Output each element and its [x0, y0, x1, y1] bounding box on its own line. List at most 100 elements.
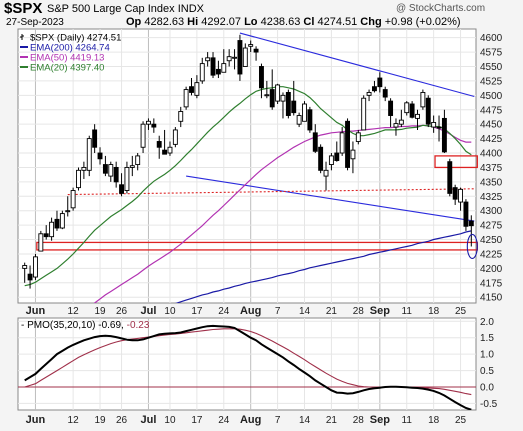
candle-body: [409, 103, 415, 118]
candle-body: [377, 77, 383, 88]
candle-body: [172, 129, 178, 145]
close-label: Cl: [303, 16, 315, 28]
date-label: 27-Sep-2023: [6, 17, 64, 28]
price-x-tick-label: 12: [68, 306, 80, 317]
legend-label: EMA(200) 4264.74: [30, 43, 110, 54]
pmo-x-tick-label: 26: [116, 415, 128, 426]
candle-body: [151, 123, 157, 128]
pmo-y-tick-label: 2.0: [480, 317, 494, 328]
candle-body: [22, 265, 28, 269]
candle-body: [97, 152, 103, 160]
price-y-tick-label: 4450: [480, 120, 503, 131]
candle-body: [146, 120, 151, 125]
candle-body: [436, 126, 442, 129]
index-name: S&P 500 Large Cap Index INDX: [47, 3, 204, 15]
candle-body: [345, 120, 350, 168]
price-y-tick-label: 4275: [480, 221, 503, 232]
pmo-x-tick-label: 7: [275, 415, 281, 426]
candle-body: [302, 103, 307, 122]
candle-body: [65, 210, 71, 213]
ohlc-readout: Op 4282.63 Hi 4292.07 Lo 4238.63 Cl 4274…: [126, 16, 461, 28]
candle-body: [323, 169, 329, 177]
candle-body: [452, 187, 458, 200]
candle-body: [178, 111, 184, 122]
ema200-line: [175, 230, 472, 303]
pmo-panel: [17, 317, 477, 411]
candle-body: [248, 44, 254, 47]
high-value: 4292.07: [201, 16, 241, 28]
price-y-tick-label: 4375: [480, 163, 503, 174]
pmo-x-tick-label: 25: [455, 415, 467, 426]
candle-body: [415, 113, 420, 119]
candle-body: [355, 132, 361, 142]
candle-body: [119, 184, 124, 194]
candle-body: [113, 166, 119, 183]
candle-body: [102, 164, 108, 174]
ema20-line: [24, 86, 472, 287]
candle-body: [372, 86, 377, 92]
candle-body: [232, 56, 237, 59]
exchange-label: INDX: [177, 3, 204, 15]
price-x-tick-label: Aug: [240, 305, 261, 317]
pmo-y-tick-label: -0.5: [480, 399, 498, 410]
pmo-x-tick-label: 19: [94, 415, 106, 426]
candle-body: [162, 149, 168, 155]
watermark: @ StockCharts.com: [396, 3, 486, 14]
change-value: +0.98 (+0.02%): [384, 16, 461, 28]
candle-body: [463, 201, 469, 227]
price-x-tick-label: 26: [116, 306, 128, 317]
price-y-tick-label: 4200: [480, 264, 503, 275]
price-x-tick-label: 11: [402, 306, 413, 317]
candle-body: [237, 40, 243, 75]
candle-body: [339, 132, 345, 154]
candle-body: [458, 188, 463, 203]
candle-body: [43, 233, 49, 238]
low-label: Lo: [244, 16, 258, 28]
pmo-y-tick-label: 1.0: [480, 350, 494, 361]
price-y-tick-label: 4525: [480, 76, 503, 87]
candle-body: [264, 94, 270, 97]
candle-body: [38, 233, 44, 252]
pmo-x-tick-label: 21: [326, 415, 338, 426]
candle-body: [388, 100, 394, 116]
price-y-tick-label: 4300: [480, 206, 503, 217]
price-x-tick-label: 7: [275, 306, 281, 317]
support-box: [434, 155, 478, 169]
pmo-y-tick-label: 1.5: [480, 333, 494, 344]
highlight-ellipse: [466, 233, 478, 260]
pmo-x-tick-label: 17: [191, 415, 203, 426]
candle-body: [194, 82, 200, 96]
candle-body: [431, 121, 437, 128]
candle-body: [215, 68, 221, 75]
low-value: 4238.63: [260, 16, 301, 28]
pmo-x-tick-label: Sep: [370, 414, 390, 426]
pmo-x-tick-label: 12: [68, 415, 80, 426]
candle-body: [108, 164, 114, 177]
pmo-x-tick-label: 18: [428, 415, 440, 426]
price-x-tick-label: Jul: [140, 305, 156, 317]
candle-body: [92, 129, 98, 148]
open-label: Op: [126, 16, 142, 28]
candle-body: [210, 57, 216, 76]
price-y-tick-label: 4400: [480, 149, 503, 160]
candle-body: [205, 57, 211, 62]
pmo-x-tick-label: Jun: [26, 414, 46, 426]
price-y-tick-label: 4250: [480, 235, 503, 246]
legend-label: EMA(50) 4419.13: [30, 53, 104, 64]
pmo-x-tick-label: 28: [353, 415, 365, 426]
index-full-name: S&P 500 Large Cap Index: [47, 3, 175, 15]
candle-body: [312, 132, 318, 152]
trendline: [186, 175, 475, 222]
price-y-tick-label: 4150: [480, 293, 503, 304]
candle-body: [404, 102, 410, 114]
candle-body: [27, 273, 33, 281]
candle-body: [86, 138, 92, 171]
candle-body: [76, 169, 81, 189]
pmo-y-tick-label: 0.0: [480, 383, 494, 394]
legend-label: $SPX (Daily) 4274.51: [30, 33, 121, 44]
candle-body: [468, 220, 474, 227]
pmo-title-signal: -0.23: [127, 320, 150, 331]
price-y-tick-label: 4575: [480, 48, 503, 59]
